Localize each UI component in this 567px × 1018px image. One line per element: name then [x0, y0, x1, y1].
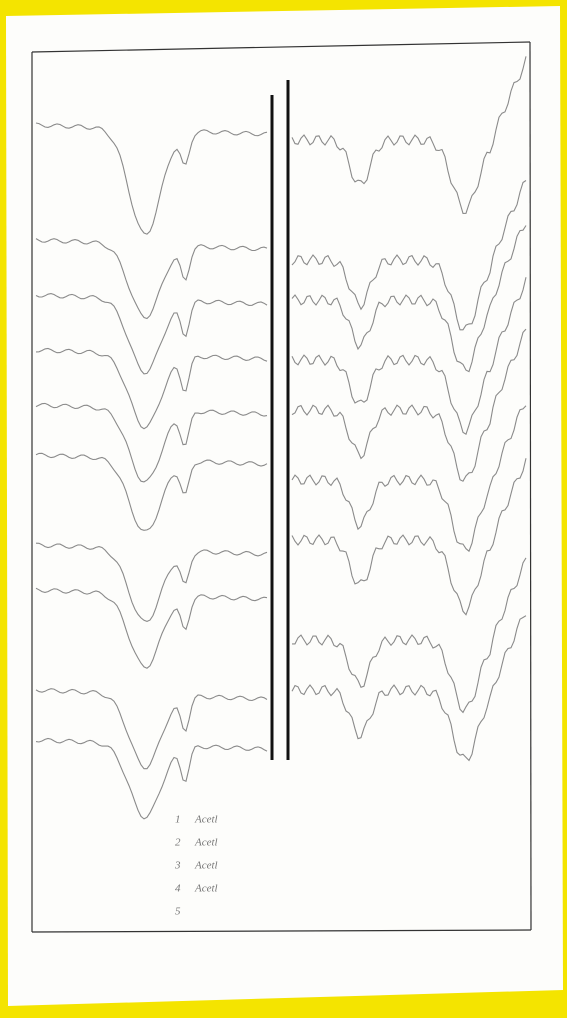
legend-number: 4: [175, 883, 181, 895]
legend-text: Acetl: [194, 860, 218, 872]
page: 1Acetl2Acetl3Acetl4Acetl5 (() => { const…: [0, 0, 567, 1018]
legend-number: 3: [174, 860, 181, 872]
legend-text: Acetl: [194, 814, 218, 826]
legend-text: Acetl: [194, 883, 218, 895]
legend-text: Acetl: [194, 837, 218, 849]
legend-number: 1: [175, 814, 181, 826]
scan: 1 Acetl 2 Acetl 3 Acetl 4 Acetl 5: [0, 0, 567, 1018]
legend-number: 5: [175, 906, 181, 918]
legend-number: 2: [175, 837, 181, 849]
paper: [6, 6, 563, 1006]
